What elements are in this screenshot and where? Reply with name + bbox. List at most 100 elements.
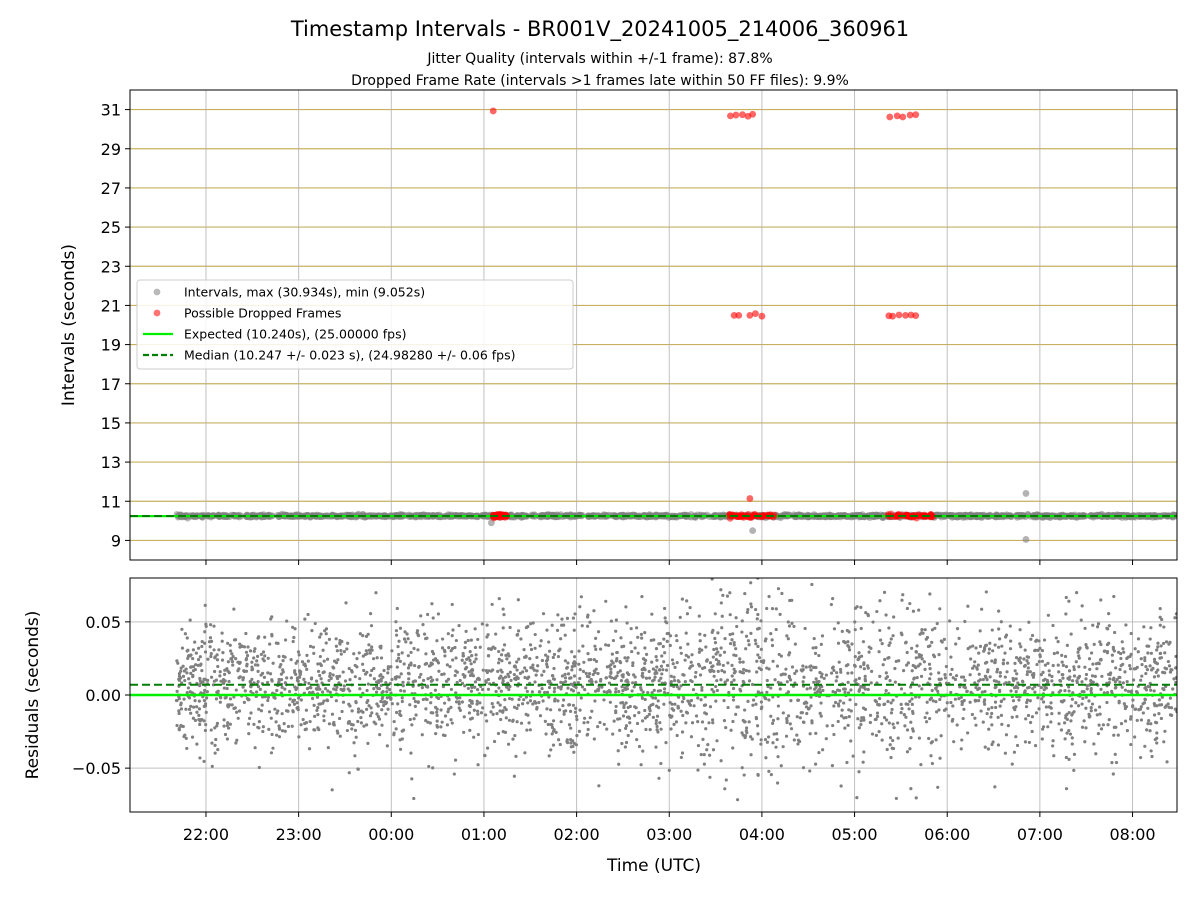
residual-point [801, 766, 806, 770]
residual-point [598, 720, 602, 725]
residual-point [611, 661, 615, 665]
residual-point [925, 700, 929, 704]
residual-point [385, 690, 389, 694]
residual-point [494, 632, 498, 636]
residual-point [878, 638, 883, 642]
residual-point [574, 706, 578, 710]
residual-point [630, 649, 634, 654]
residual-point [978, 629, 982, 633]
x-tick-label: 07:00 [1017, 825, 1063, 844]
residual-point [578, 667, 582, 672]
legend: Intervals, max (30.934s), min (9.052s)Po… [136, 279, 574, 370]
residual-point [368, 612, 373, 616]
residual-point [929, 741, 933, 745]
residual-point [818, 711, 822, 715]
residual-point [966, 731, 970, 735]
residual-point [1051, 691, 1055, 695]
residual-point [384, 712, 388, 716]
residual-point [1156, 674, 1160, 678]
residual-point [859, 626, 863, 631]
residual-point [986, 707, 991, 711]
residual-point [510, 697, 514, 701]
residual-point [949, 700, 953, 705]
residual-point [485, 746, 490, 750]
residual-point [270, 732, 274, 737]
residual-point [906, 661, 910, 665]
residual-point [204, 624, 208, 628]
intervals-y-tick-label: 11 [101, 492, 121, 511]
residual-point [924, 637, 928, 641]
residual-point [297, 735, 301, 739]
residual-point [232, 607, 236, 611]
residual-point [196, 646, 201, 650]
residual-point [1026, 655, 1031, 659]
residual-point [609, 619, 613, 623]
residual-point [429, 661, 433, 665]
residual-point [905, 650, 909, 655]
residual-point [618, 669, 622, 673]
residual-point [770, 638, 774, 642]
residual-point [572, 628, 576, 632]
residual-point [645, 714, 649, 719]
residual-point [609, 671, 613, 675]
residual-point [232, 706, 236, 711]
residual-point [1105, 700, 1109, 705]
residual-point [881, 663, 885, 667]
residual-point [812, 636, 816, 641]
residual-point [547, 640, 551, 644]
residual-point [352, 652, 356, 656]
residual-point [740, 630, 744, 634]
residual-point [696, 743, 701, 748]
residual-point [195, 710, 199, 714]
residual-point [917, 655, 921, 659]
residual-point [424, 652, 428, 656]
residual-point [228, 722, 232, 726]
residual-point [1028, 670, 1032, 674]
residual-point [1027, 685, 1031, 689]
residual-point [710, 665, 714, 669]
residual-point [1088, 667, 1092, 671]
residual-point [593, 699, 597, 703]
intervals-y-tick-label: 27 [101, 179, 121, 198]
residual-point [592, 669, 596, 673]
residual-point [288, 697, 292, 701]
residual-point [399, 689, 403, 693]
residual-point [1069, 719, 1073, 723]
residual-point [857, 676, 861, 680]
residual-point [461, 651, 465, 656]
residual-point [713, 612, 717, 616]
residual-point [643, 668, 647, 672]
residual-point [847, 708, 851, 712]
residual-point [480, 687, 485, 692]
residual-point [604, 599, 608, 603]
residual-point [990, 742, 994, 747]
residual-point [1070, 713, 1074, 717]
residual-point [266, 698, 270, 703]
residual-point [205, 696, 209, 700]
residual-point [280, 729, 285, 733]
residual-point [549, 722, 553, 727]
residual-point [689, 698, 694, 703]
residual-point [750, 682, 755, 687]
residual-point [189, 653, 193, 657]
residual-point [491, 668, 495, 672]
residual-point [551, 655, 555, 660]
residual-point [531, 621, 535, 625]
residual-point [1125, 656, 1129, 661]
residual-point [641, 690, 645, 694]
residual-point [943, 673, 947, 677]
residual-point [710, 687, 714, 692]
residual-point [1161, 670, 1165, 674]
residual-point [942, 637, 946, 642]
residual-point [935, 621, 939, 626]
residual-point [236, 716, 240, 720]
residual-point [465, 657, 469, 661]
residual-point [215, 690, 219, 694]
residual-point [372, 687, 376, 691]
residual-point [937, 671, 941, 675]
residual-point [859, 719, 863, 723]
residual-point [467, 711, 472, 715]
residual-point [507, 687, 511, 692]
residual-point [590, 709, 594, 713]
residual-point [888, 641, 892, 645]
